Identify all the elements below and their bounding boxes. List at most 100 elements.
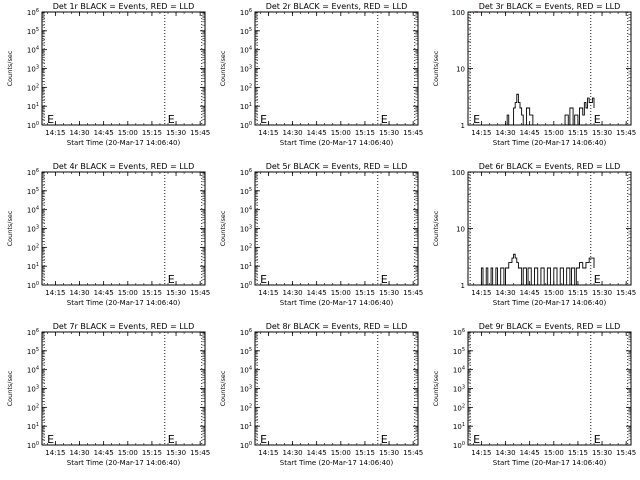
- y-tick-label: 106: [27, 8, 39, 17]
- x-tick-label: 14:45: [307, 129, 327, 137]
- x-tick-label: 15:00: [331, 129, 351, 137]
- event-marker-label: E: [168, 273, 175, 286]
- event-marker-label: E: [473, 113, 480, 126]
- event-marker-label: E: [381, 433, 388, 446]
- x-tick-label: 15:00: [118, 129, 138, 137]
- x-tick-label: 14:45: [94, 129, 114, 137]
- chart-panel-3: Det 3r BLACK = Events, RED = LLD Counts/s…: [432, 2, 636, 147]
- x-tick-label: 14:30: [282, 449, 302, 457]
- y-axis-label: Counts/sec: [6, 50, 14, 86]
- event-marker-label: E: [47, 433, 54, 446]
- x-tick-label: 14:30: [69, 129, 89, 137]
- y-axis-label: Counts/sec: [432, 370, 440, 406]
- x-tick-label: 15:45: [616, 289, 636, 297]
- event-marker-label: E: [381, 113, 388, 126]
- y-tick-label: 106: [453, 328, 465, 337]
- y-tick-label: 103: [27, 65, 39, 74]
- y-tick-label: 103: [27, 385, 39, 394]
- chart-title: Det 7r BLACK = Events, RED = LLD: [53, 322, 195, 331]
- y-tick-label: 100: [452, 9, 465, 17]
- y-tick-label: 103: [240, 225, 252, 234]
- x-tick-label: 15:30: [379, 129, 399, 137]
- y-tick-label: 101: [240, 262, 252, 271]
- y-tick-label: 101: [27, 422, 39, 431]
- event-marker-label: E: [260, 433, 267, 446]
- y-tick-label: 100: [453, 441, 465, 450]
- plot-frame: [254, 11, 419, 126]
- plot-frame: [467, 171, 632, 286]
- y-tick-label: 102: [240, 243, 252, 252]
- x-tick-label: 14:30: [69, 289, 89, 297]
- y-tick-label: 101: [27, 102, 39, 111]
- x-tick-label: 15:15: [142, 289, 162, 297]
- x-tick-label: 14:15: [471, 289, 491, 297]
- plot-frame: [254, 331, 419, 446]
- y-tick-label: 100: [27, 121, 39, 130]
- y-tick-label: 100: [452, 169, 465, 177]
- x-tick-label: 14:45: [520, 289, 540, 297]
- x-tick-label: 15:00: [118, 289, 138, 297]
- y-tick-label: 106: [240, 8, 252, 17]
- y-tick-label: 105: [240, 347, 252, 356]
- event-marker-label: E: [47, 113, 54, 126]
- x-tick-label: 14:45: [520, 449, 540, 457]
- y-tick-label: 102: [240, 403, 252, 412]
- series-line-1: [480, 253, 595, 286]
- y-tick-label: 104: [240, 206, 252, 215]
- plot-frame: [254, 171, 419, 286]
- x-tick-label: 14:15: [45, 289, 65, 297]
- y-tick-label: 102: [27, 403, 39, 412]
- chart-title: Det 9r BLACK = Events, RED = LLD: [479, 322, 621, 331]
- y-tick-label: 102: [27, 83, 39, 92]
- x-axis-label: Start Time (20-Mar-17 14:06:40): [493, 299, 607, 307]
- y-tick-label: 100: [240, 441, 252, 450]
- x-tick-label: 15:30: [166, 449, 186, 457]
- x-tick-label: 14:15: [45, 449, 65, 457]
- y-axis-label: Counts/sec: [219, 370, 227, 406]
- x-tick-label: 14:45: [520, 129, 540, 137]
- y-tick-label: 103: [27, 225, 39, 234]
- x-tick-label: 14:30: [69, 449, 89, 457]
- y-tick-label: 100: [240, 281, 252, 290]
- x-tick-label: 15:30: [166, 289, 186, 297]
- x-tick-label: 15:15: [355, 289, 375, 297]
- chart-panel-6: Det 6r BLACK = Events, RED = LLD Counts/s…: [432, 162, 636, 307]
- x-axis-label: Start Time (20-Mar-17 14:06:40): [67, 299, 181, 307]
- x-tick-label: 15:45: [190, 289, 210, 297]
- x-tick-label: 14:45: [94, 449, 114, 457]
- y-tick-label: 1: [461, 122, 465, 130]
- plot-frame: [467, 11, 632, 126]
- chart-title: Det 2r BLACK = Events, RED = LLD: [266, 2, 408, 11]
- x-tick-label: 15:45: [403, 129, 423, 137]
- x-tick-label: 15:00: [118, 449, 138, 457]
- y-tick-label: 105: [27, 27, 39, 36]
- y-tick-label: 105: [240, 27, 252, 36]
- x-axis-label: Start Time (20-Mar-17 14:06:40): [67, 139, 181, 147]
- x-tick-label: 15:00: [544, 289, 564, 297]
- x-axis-label: Start Time (20-Mar-17 14:06:40): [493, 459, 607, 467]
- x-tick-label: 15:45: [190, 129, 210, 137]
- event-marker-label: E: [168, 433, 175, 446]
- y-tick-label: 101: [240, 422, 252, 431]
- y-tick-label: 10: [456, 66, 465, 74]
- chart-title: Det 6r BLACK = Events, RED = LLD: [479, 162, 621, 171]
- y-tick-label: 103: [240, 385, 252, 394]
- y-tick-label: 1: [461, 282, 465, 290]
- y-tick-label: 106: [240, 168, 252, 177]
- x-tick-label: 14:30: [495, 449, 515, 457]
- x-tick-label: 14:30: [495, 129, 515, 137]
- x-tick-label: 15:15: [568, 289, 588, 297]
- x-axis-label: Start Time (20-Mar-17 14:06:40): [280, 459, 394, 467]
- y-tick-label: 100: [240, 121, 252, 130]
- y-tick-label: 101: [27, 262, 39, 271]
- y-tick-label: 106: [27, 328, 39, 337]
- y-tick-label: 101: [240, 102, 252, 111]
- x-tick-label: 15:00: [331, 449, 351, 457]
- x-tick-label: 15:45: [616, 449, 636, 457]
- y-tick-label: 104: [240, 46, 252, 55]
- y-tick-label: 100: [27, 281, 39, 290]
- x-tick-label: 14:45: [307, 289, 327, 297]
- event-marker-label: E: [473, 433, 480, 446]
- x-tick-label: 15:15: [355, 449, 375, 457]
- y-tick-label: 105: [27, 347, 39, 356]
